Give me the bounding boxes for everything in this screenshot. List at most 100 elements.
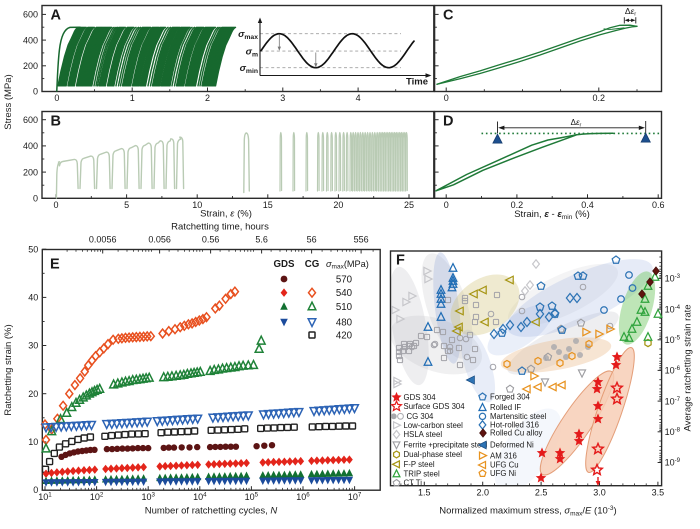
svg-text:40: 40 (28, 293, 38, 303)
svg-text:0.4: 0.4 (581, 200, 594, 210)
svg-text:σmax: σmax (238, 29, 258, 41)
svg-text:TRIP steel: TRIP steel (404, 470, 441, 479)
svg-text:σmin: σmin (240, 63, 258, 75)
svg-text:400: 400 (23, 35, 38, 45)
svg-text:4: 4 (356, 93, 361, 103)
svg-text:5: 5 (124, 200, 129, 210)
svg-text:10-6: 10-6 (665, 365, 681, 376)
svg-text:400: 400 (23, 141, 38, 151)
svg-text:Ferrite +precipitate steel: Ferrite +precipitate steel (404, 441, 488, 450)
svg-text:600: 600 (23, 10, 38, 20)
svg-text:Hot-rolled 316: Hot-rolled 316 (490, 421, 539, 430)
svg-text:Normalized maximum stress, σma: Normalized maximum stress, σmax/E (10-3) (439, 505, 616, 518)
svg-text:600: 600 (23, 115, 38, 125)
svg-text:GDS: GDS (274, 259, 296, 270)
svg-text:0.56: 0.56 (202, 235, 220, 245)
svg-text:Dual-phase steel: Dual-phase steel (404, 450, 463, 459)
svg-text:HSLA steel: HSLA steel (404, 430, 443, 439)
svg-text:104: 104 (193, 492, 207, 503)
svg-text:Strain, ε (%): Strain, ε (%) (200, 209, 252, 220)
svg-text:CG: CG (305, 259, 320, 270)
svg-text:CT Ti: CT Ti (404, 479, 423, 488)
svg-text:Martensitic steel: Martensitic steel (490, 412, 547, 421)
svg-text:10-8: 10-8 (665, 427, 681, 438)
svg-text:UFG Ni: UFG Ni (490, 469, 516, 478)
svg-text:540: 540 (336, 288, 353, 299)
svg-text:Average ratchetting strain rat: Average ratchetting strain rate (683, 304, 694, 431)
svg-text:Rolled IF: Rolled IF (490, 403, 521, 412)
svg-text:480: 480 (336, 317, 353, 328)
svg-text:10-7: 10-7 (665, 396, 681, 407)
svg-text:1.5: 1.5 (418, 488, 431, 498)
svg-text:2.5: 2.5 (535, 488, 548, 498)
svg-text:0: 0 (33, 87, 38, 97)
svg-text:106: 106 (296, 492, 310, 503)
svg-text:10-9: 10-9 (665, 457, 681, 468)
svg-text:Number of ratchetting cycles,: Number of ratchetting cycles, N (145, 506, 278, 517)
svg-text:510: 510 (336, 302, 353, 313)
svg-text:0: 0 (53, 200, 58, 210)
svg-text:Strain, ε - εmin (%): Strain, ε - εmin (%) (514, 209, 590, 221)
svg-text:0: 0 (33, 194, 38, 204)
svg-text:50: 50 (28, 244, 38, 254)
svg-text:Forged 304: Forged 304 (490, 393, 531, 402)
svg-text:σmax(MPa): σmax(MPa) (326, 259, 369, 271)
svg-text:570: 570 (336, 274, 353, 285)
svg-text:3: 3 (280, 93, 285, 103)
svg-text:Low-carbon steel: Low-carbon steel (404, 421, 464, 430)
svg-text:20: 20 (28, 389, 38, 399)
svg-text:A: A (51, 8, 62, 24)
svg-text:200: 200 (23, 167, 38, 177)
svg-text:0.2: 0.2 (593, 93, 606, 103)
svg-text:F: F (396, 253, 405, 269)
svg-text:0.056: 0.056 (148, 235, 171, 245)
svg-text:10-4: 10-4 (665, 304, 681, 315)
svg-text:15: 15 (263, 200, 273, 210)
svg-text:UFG Cu: UFG Cu (490, 461, 519, 470)
svg-text:0: 0 (444, 200, 449, 210)
svg-text:D: D (443, 114, 453, 130)
svg-text:2.0: 2.0 (476, 488, 489, 498)
svg-text:Surface GDS 304: Surface GDS 304 (404, 402, 466, 411)
svg-text:B: B (51, 114, 61, 130)
svg-text:2: 2 (205, 93, 210, 103)
svg-text:101: 101 (38, 492, 52, 503)
svg-text:10-5: 10-5 (665, 335, 681, 346)
svg-text:σm: σm (246, 47, 258, 59)
svg-text:0: 0 (444, 93, 449, 103)
svg-text:10: 10 (28, 437, 38, 447)
svg-text:GDS 304: GDS 304 (404, 393, 437, 402)
svg-text:Δεr: Δεr (571, 118, 582, 129)
svg-text:102: 102 (90, 492, 104, 503)
svg-text:420: 420 (336, 330, 353, 341)
svg-text:556: 556 (354, 235, 369, 245)
svg-text:20: 20 (333, 200, 343, 210)
svg-text:F-P steel: F-P steel (404, 460, 435, 469)
svg-text:10: 10 (192, 200, 202, 210)
svg-text:Stress (MPa): Stress (MPa) (3, 74, 14, 129)
svg-text:Rolled Cu alloy: Rolled Cu alloy (490, 429, 543, 438)
svg-text:Ratchetting strain (%): Ratchetting strain (%) (3, 324, 14, 415)
svg-text:3.5: 3.5 (652, 488, 665, 498)
svg-text:103: 103 (141, 492, 155, 503)
svg-text:Δεr: Δεr (625, 6, 636, 18)
svg-text:0.2: 0.2 (511, 200, 524, 210)
svg-text:56: 56 (307, 235, 317, 245)
svg-text:0.0056: 0.0056 (89, 235, 117, 245)
svg-text:0: 0 (33, 485, 38, 495)
svg-text:30: 30 (28, 341, 38, 351)
svg-text:107: 107 (348, 492, 362, 503)
svg-text:5.6: 5.6 (255, 235, 268, 245)
svg-text:25: 25 (404, 200, 414, 210)
svg-text:0.6: 0.6 (652, 200, 665, 210)
svg-text:0: 0 (54, 93, 59, 103)
svg-text:AM 316: AM 316 (490, 451, 517, 460)
svg-text:3.0: 3.0 (593, 488, 606, 498)
svg-text:Time: Time (406, 77, 428, 88)
svg-text:1: 1 (130, 93, 135, 103)
svg-text:105: 105 (245, 492, 259, 503)
svg-text:10-3: 10-3 (665, 273, 681, 284)
svg-text:Deformed Ni: Deformed Ni (490, 441, 534, 450)
svg-text:Ratchetting time, hours: Ratchetting time, hours (171, 222, 269, 233)
svg-text:CG 304: CG 304 (407, 412, 435, 421)
